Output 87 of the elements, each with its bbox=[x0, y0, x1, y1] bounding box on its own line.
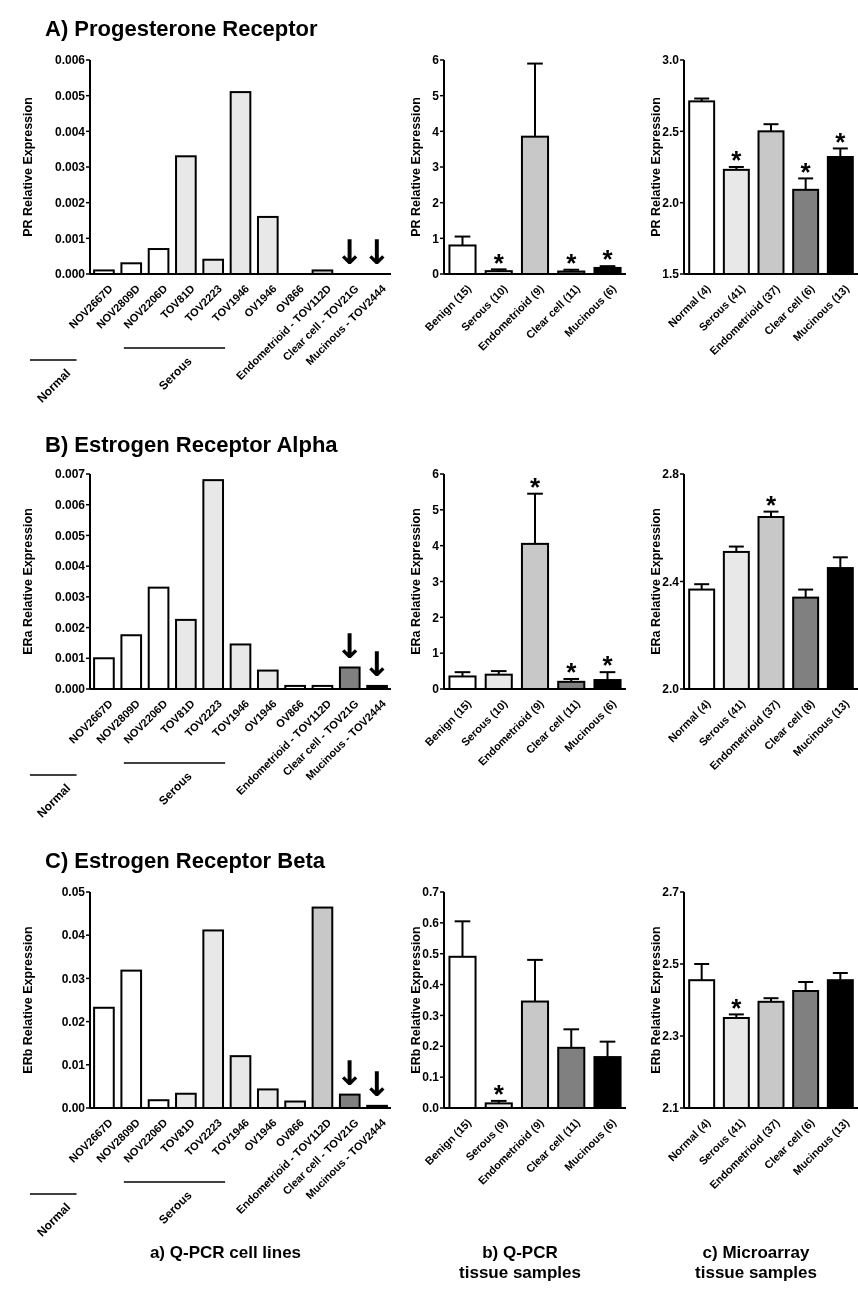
x-axis-title: b) Q-PCR tissue samples bbox=[459, 1243, 581, 1283]
annotation: * bbox=[835, 126, 847, 157]
y-tick-label: 0.5 bbox=[422, 946, 440, 961]
y-tick-label: 0.01 bbox=[61, 1058, 86, 1072]
y-tick-label: 0.006 bbox=[54, 497, 86, 512]
y-tick-label: 0.00 bbox=[61, 1101, 86, 1116]
chart-title: A) Progesterone Receptor bbox=[45, 16, 319, 41]
y-tick-label: 4 bbox=[432, 538, 440, 553]
annotation: ↓ bbox=[362, 1064, 392, 1105]
annotation: * bbox=[529, 472, 541, 503]
y-tick-label: 4 bbox=[432, 124, 440, 139]
y-tick-label: 0.003 bbox=[54, 160, 86, 175]
y-tick-label: 2 bbox=[432, 610, 440, 625]
y-axis-title: ERb Relative Expression bbox=[409, 926, 423, 1074]
annotation: ↓ bbox=[335, 1052, 365, 1093]
y-tick-label: 3 bbox=[432, 574, 440, 589]
annotation: ↓ bbox=[362, 232, 392, 273]
y-tick-label: 5 bbox=[432, 503, 440, 518]
y-tick-label: 0.003 bbox=[54, 590, 86, 605]
y-tick-label: 0.3 bbox=[422, 1008, 440, 1023]
y-axis-title: ERb Relative Expression bbox=[649, 926, 663, 1074]
y-tick-label: 0.005 bbox=[54, 88, 86, 103]
y-axis-title: PR Relative Expression bbox=[21, 97, 35, 237]
y-axis-title: ERb Relative Expression bbox=[21, 926, 35, 1074]
y-tick-label: 1.5 bbox=[662, 267, 680, 282]
y-tick-label: 3 bbox=[432, 160, 440, 175]
y-tick-label: 0.000 bbox=[54, 682, 86, 697]
annotation: * bbox=[800, 156, 812, 187]
y-tick-label: 2.5 bbox=[662, 124, 680, 139]
chart-title: C) Estrogen Receptor Beta bbox=[45, 848, 326, 873]
y-tick-label: 0.6 bbox=[422, 916, 440, 931]
annotation: * bbox=[731, 992, 743, 1023]
y-tick-label: 2.5 bbox=[662, 957, 680, 972]
y-tick-label: 2 bbox=[432, 195, 440, 210]
annotation: * bbox=[493, 247, 505, 278]
y-tick-label: 0.002 bbox=[54, 195, 86, 210]
y-tick-label: 0.001 bbox=[54, 231, 86, 246]
annotation: * bbox=[731, 145, 743, 176]
y-axis-title: PR Relative Expression bbox=[649, 97, 663, 237]
y-tick-label: 0.000 bbox=[54, 267, 86, 282]
annotation: * bbox=[566, 657, 578, 688]
y-tick-label: 0.001 bbox=[54, 651, 86, 666]
y-tick-label: 2.4 bbox=[662, 574, 680, 589]
y-axis-title: PR Relative Expression bbox=[409, 97, 423, 237]
y-tick-label: 2.7 bbox=[662, 885, 680, 900]
y-axis-title: ERa Relative Expression bbox=[649, 508, 663, 655]
y-tick-label: 6 bbox=[432, 53, 440, 68]
y-tick-label: 0 bbox=[432, 682, 440, 697]
y-tick-label: 0.0 bbox=[422, 1101, 440, 1116]
y-tick-label: 1 bbox=[432, 231, 440, 246]
annotation: * bbox=[765, 489, 777, 520]
annotation: ↓ bbox=[335, 232, 365, 273]
y-tick-label: 5 bbox=[432, 88, 440, 103]
y-tick-label: 2.0 bbox=[662, 195, 680, 210]
y-tick-label: 2.1 bbox=[662, 1101, 680, 1116]
y-tick-label: 0.4 bbox=[422, 977, 440, 992]
y-tick-label: 0.04 bbox=[61, 928, 86, 943]
y-tick-label: 0.006 bbox=[54, 53, 86, 68]
x-axis-title: a) Q-PCR cell lines bbox=[149, 1243, 302, 1262]
y-tick-label: 0.7 bbox=[422, 885, 440, 900]
annotation: * bbox=[602, 244, 614, 275]
y-tick-label: 0.1 bbox=[422, 1070, 440, 1085]
x-axis-title: c) Microarray tissue samples bbox=[695, 1243, 817, 1283]
y-tick-label: 3.0 bbox=[662, 53, 680, 68]
y-tick-label: 0.02 bbox=[61, 1014, 86, 1029]
y-axis-title: ERa Relative Expression bbox=[409, 508, 423, 655]
y-axis-title: ERa Relative Expression bbox=[21, 508, 35, 655]
y-tick-label: 0.004 bbox=[54, 559, 86, 574]
annotation: * bbox=[602, 650, 614, 681]
y-tick-label: 2.0 bbox=[662, 682, 680, 697]
y-tick-label: 0.05 bbox=[61, 885, 86, 900]
annotation: ↓ bbox=[335, 625, 365, 666]
y-tick-label: 2.8 bbox=[662, 467, 680, 482]
y-tick-label: 0.005 bbox=[54, 528, 86, 543]
y-tick-label: 0.002 bbox=[54, 620, 86, 635]
y-tick-label: 0.03 bbox=[61, 971, 86, 986]
chart-title: B) Estrogen Receptor Alpha bbox=[45, 432, 339, 457]
y-tick-label: 2.3 bbox=[662, 1029, 680, 1044]
annotation: ↓ bbox=[362, 644, 392, 685]
y-tick-label: 0.007 bbox=[54, 467, 86, 482]
y-tick-label: 0.004 bbox=[54, 124, 86, 139]
annotation: * bbox=[566, 248, 578, 279]
annotation: * bbox=[493, 1079, 505, 1110]
y-tick-label: 6 bbox=[432, 467, 440, 482]
y-tick-label: 0 bbox=[432, 267, 440, 282]
y-tick-label: 0.2 bbox=[422, 1039, 440, 1054]
y-tick-label: 1 bbox=[432, 646, 440, 661]
